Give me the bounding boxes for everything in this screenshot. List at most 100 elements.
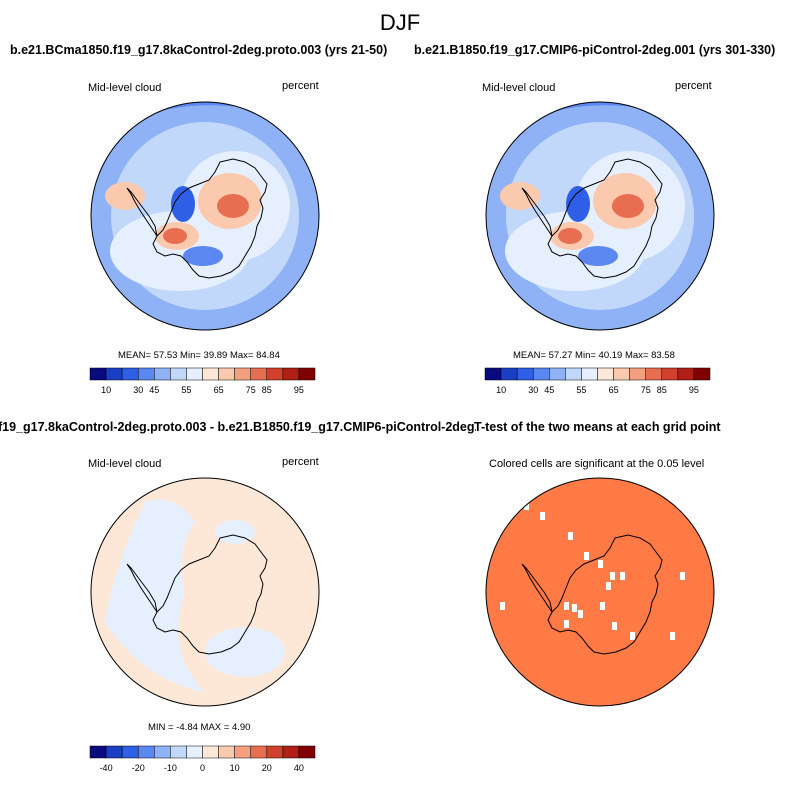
colorbar-swatch bbox=[266, 367, 284, 381]
colorbar-swatch bbox=[500, 367, 518, 381]
panel3-colorbar: -40 -20 -10 0 10 20 40 bbox=[89, 745, 316, 773]
colorbar-swatch bbox=[266, 745, 284, 759]
colorbar-swatch bbox=[105, 745, 123, 759]
antarctica-coastline bbox=[547, 534, 663, 655]
colorbar-swatch bbox=[202, 745, 219, 759]
warm-core-east bbox=[217, 194, 249, 218]
panel1-polar-map bbox=[90, 101, 320, 331]
panel3-left-label: Mid-level cloud bbox=[88, 458, 162, 470]
insignificant-cell bbox=[568, 532, 573, 540]
panel1-stats: MEAN= 57.53 Min= 39.89 Max= 84.84 bbox=[118, 350, 280, 361]
low-cloud-band bbox=[578, 246, 618, 266]
colorbar-tick-label: 65 bbox=[609, 385, 619, 395]
significance-field bbox=[486, 478, 714, 706]
panel2-right-label: percent bbox=[675, 80, 712, 92]
map-border bbox=[485, 101, 715, 331]
peninsula-coastline bbox=[521, 187, 553, 237]
colorbar-swatch bbox=[597, 367, 614, 381]
warm-spot-peninsula bbox=[500, 182, 540, 210]
colorbar-tick-label: 65 bbox=[214, 385, 224, 395]
panel2-stats: MEAN= 57.27 Min= 40.19 Max= 83.58 bbox=[513, 350, 675, 361]
panel2-colorbar: 10 30 45 55 65 75 85 95 bbox=[484, 367, 711, 395]
colorbar-swatch bbox=[154, 745, 171, 759]
colorbar-swatch bbox=[234, 745, 251, 759]
insignificant-cell bbox=[612, 622, 617, 630]
warm-core-west bbox=[163, 228, 187, 244]
antarctica-coastline bbox=[547, 158, 663, 279]
colorbar-swatch bbox=[218, 367, 235, 381]
warm-spot-peninsula bbox=[105, 182, 145, 210]
panel4-title: T-test of the two means at each grid poi… bbox=[474, 420, 721, 434]
map-border bbox=[90, 101, 320, 331]
insignificant-cell bbox=[572, 604, 577, 612]
colorbar-tick-label: 10 bbox=[496, 385, 506, 395]
colorbar-swatch bbox=[661, 367, 679, 381]
colorbar-tick-label: 95 bbox=[689, 385, 699, 395]
colorbar-swatch bbox=[282, 367, 300, 381]
insignificant-cell bbox=[670, 632, 675, 640]
colorbar-tick-label: 75 bbox=[246, 385, 256, 395]
colorbar-tick-label: 40 bbox=[294, 763, 304, 773]
colorbar-swatch bbox=[218, 745, 235, 759]
colorbar-swatch bbox=[516, 367, 534, 381]
panel3-polar-map bbox=[90, 477, 320, 707]
low-cloud-band bbox=[183, 246, 223, 266]
insignificant-cell bbox=[500, 602, 505, 610]
colorbar-tick-label: 55 bbox=[181, 385, 191, 395]
low-cloud-spot bbox=[566, 186, 590, 222]
colorbar-swatch bbox=[89, 745, 107, 759]
colorbar-tick-label: -20 bbox=[132, 763, 145, 773]
colorbar-tick-label: 95 bbox=[294, 385, 304, 395]
colorbar-swatch bbox=[186, 367, 203, 381]
colorbar-tick-label: 45 bbox=[544, 385, 554, 395]
colorbar-swatch bbox=[549, 367, 566, 381]
antarctica-coastline bbox=[152, 534, 268, 655]
map-border bbox=[485, 477, 715, 707]
colorbar-swatch bbox=[282, 745, 300, 759]
insignificant-cell bbox=[578, 610, 583, 618]
colorbar-swatch bbox=[677, 367, 695, 381]
colorbar-tick-label: 20 bbox=[262, 763, 272, 773]
insignificant-cell bbox=[600, 602, 605, 610]
panel2-left-label: Mid-level cloud bbox=[482, 82, 556, 94]
peninsula-coastline bbox=[126, 563, 158, 613]
colorbar-tick-label: -10 bbox=[164, 763, 177, 773]
colorbar-swatch bbox=[154, 367, 171, 381]
colorbar-swatch bbox=[532, 367, 550, 381]
colorbar-tick-label: 10 bbox=[230, 763, 240, 773]
peninsula-coastline bbox=[126, 187, 158, 237]
colorbar-tick-label: 75 bbox=[641, 385, 651, 395]
warm-core-west bbox=[558, 228, 582, 244]
colorbar-swatch bbox=[170, 745, 187, 759]
panel4-polar-map bbox=[485, 477, 715, 707]
panel1-title: b.e21.BCma1850.f19_g17.8kaControl-2deg.p… bbox=[10, 43, 388, 57]
colorbar-tick-label: 10 bbox=[101, 385, 111, 395]
insignificant-cell bbox=[620, 572, 625, 580]
colorbar-tick-label: 85 bbox=[262, 385, 272, 395]
insignificant-cell bbox=[610, 572, 615, 580]
colorbar-swatch bbox=[137, 367, 155, 381]
insignificant-cell bbox=[524, 502, 529, 510]
negative-diff-region-west bbox=[105, 499, 205, 692]
colorbar-tick-label: 30 bbox=[133, 385, 143, 395]
colorbar-swatch bbox=[565, 367, 582, 381]
colorbar-swatch bbox=[137, 745, 155, 759]
panel1-colorbar: 10 30 45 55 65 75 85 95 bbox=[89, 367, 316, 395]
antarctica-coastline bbox=[152, 158, 268, 279]
panel4-subtitle: Colored cells are significant at the 0.0… bbox=[489, 458, 705, 470]
insignificant-cell bbox=[598, 560, 603, 568]
negative-diff-region-south bbox=[205, 627, 285, 677]
panel3-right-label: percent bbox=[282, 456, 319, 468]
colorbar-swatch bbox=[186, 745, 203, 759]
colorbar-swatch bbox=[202, 367, 219, 381]
colorbar-swatch bbox=[298, 745, 316, 759]
insignificant-cell bbox=[584, 552, 589, 560]
colorbar-swatch bbox=[121, 367, 139, 381]
colorbar-swatch bbox=[170, 367, 187, 381]
panel3-stats: MIN = -4.84 MAX = 4.90 bbox=[148, 722, 251, 733]
panel2-polar-map bbox=[485, 101, 715, 331]
colorbar-swatch bbox=[645, 367, 663, 381]
insignificant-cell bbox=[540, 512, 545, 520]
panel2-title: b.e21.B1850.f19_g17.CMIP6-piControl-2deg… bbox=[414, 43, 776, 57]
colorbar-swatch bbox=[484, 367, 502, 381]
